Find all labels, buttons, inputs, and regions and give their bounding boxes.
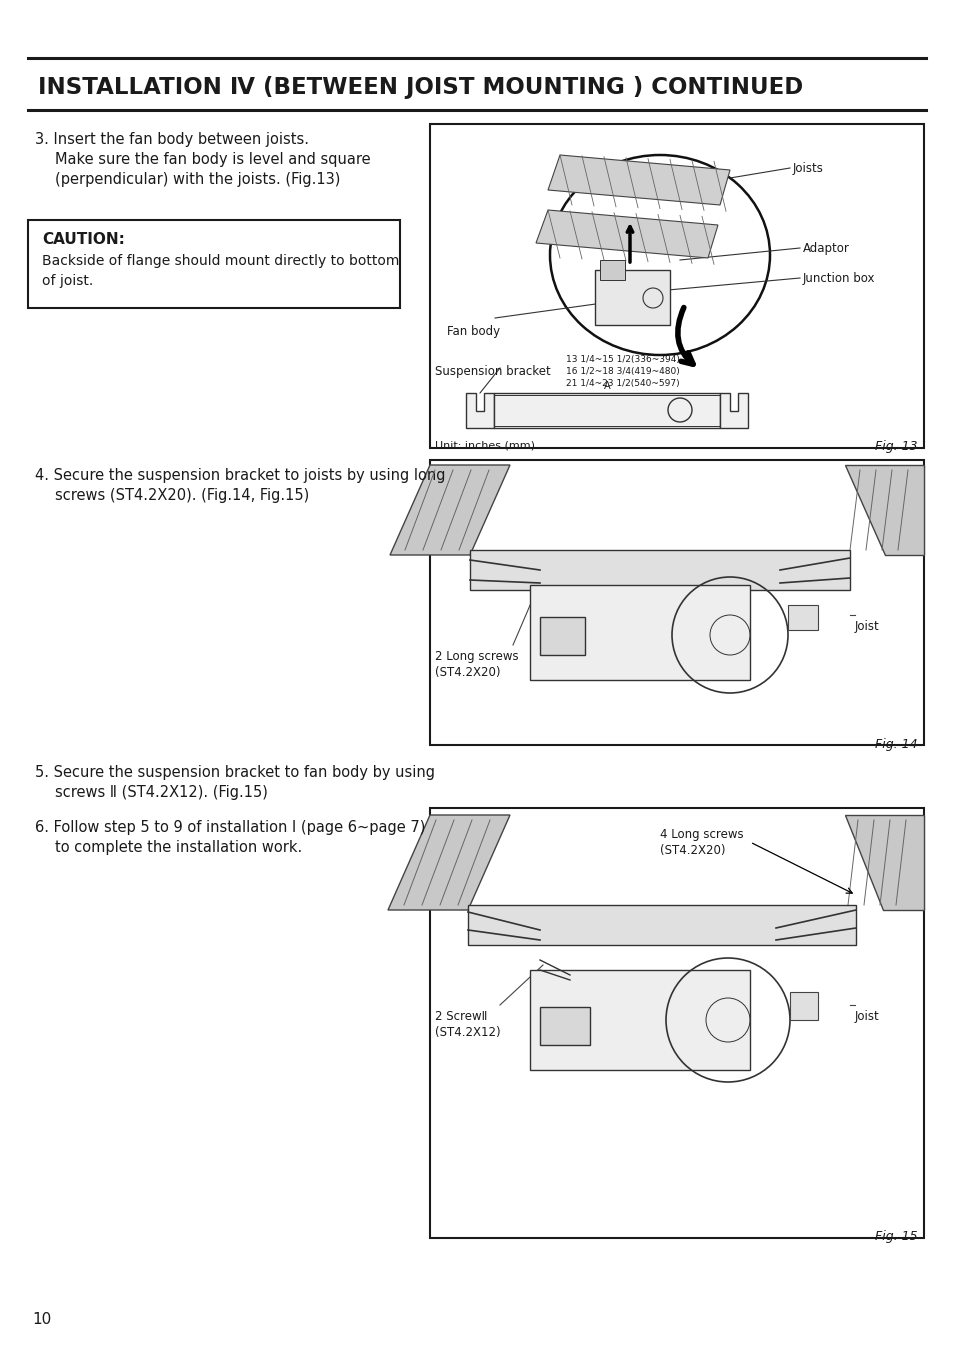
Polygon shape (390, 465, 510, 555)
Polygon shape (536, 210, 718, 257)
Text: Fan body: Fan body (447, 325, 499, 338)
Bar (789, 992, 817, 1020)
Text: A: A (603, 381, 610, 391)
Text: 10: 10 (32, 1312, 51, 1326)
Bar (470, 550, 849, 590)
Text: (ST4.2X20): (ST4.2X20) (659, 844, 724, 857)
Text: to complete the installation work.: to complete the installation work. (55, 840, 302, 855)
Text: Joist: Joist (854, 1010, 879, 1023)
Text: 2 Long screws: 2 Long screws (435, 650, 518, 663)
Text: Suspension bracket: Suspension bracket (435, 365, 550, 377)
Bar (430, 460, 923, 745)
Polygon shape (547, 155, 729, 205)
Text: 13 1/4~15 1/2(336~394): 13 1/4~15 1/2(336~394) (565, 355, 679, 364)
Text: CAUTION:: CAUTION: (42, 232, 125, 247)
Polygon shape (465, 394, 494, 429)
Polygon shape (844, 465, 923, 555)
Text: Fig. 15: Fig. 15 (875, 1229, 917, 1243)
Text: (perpendicular) with the joists. (Fig.13): (perpendicular) with the joists. (Fig.13… (55, 173, 340, 187)
Bar (595, 270, 669, 325)
Bar (787, 605, 817, 630)
Bar (494, 394, 720, 429)
Polygon shape (388, 816, 510, 910)
Text: screws Ⅱ (ST4.2X12). (Fig.15): screws Ⅱ (ST4.2X12). (Fig.15) (55, 785, 268, 799)
Bar (430, 124, 923, 448)
Ellipse shape (550, 155, 769, 355)
Text: (ST4.2X20): (ST4.2X20) (435, 666, 500, 679)
Text: of joist.: of joist. (42, 274, 93, 288)
Bar (539, 1007, 589, 1045)
Text: Joist: Joist (854, 620, 879, 634)
Polygon shape (844, 816, 923, 910)
Bar (530, 971, 749, 1070)
Text: Backside of flange should mount directly to bottom: Backside of flange should mount directly… (42, 253, 399, 268)
Text: Unit: inches (mm): Unit: inches (mm) (435, 439, 535, 450)
Text: 2 ScrewⅡ: 2 ScrewⅡ (435, 1010, 487, 1023)
Text: (ST4.2X12): (ST4.2X12) (435, 1026, 500, 1039)
Polygon shape (720, 394, 747, 429)
Text: INSTALLATION Ⅳ (BETWEEN JOIST MOUNTING ) CONTINUED: INSTALLATION Ⅳ (BETWEEN JOIST MOUNTING )… (38, 75, 802, 98)
Text: Fig. 14: Fig. 14 (875, 737, 917, 751)
Text: Junction box: Junction box (802, 272, 875, 284)
Text: 6. Follow step 5 to 9 of installation Ⅰ (page 6~page 7): 6. Follow step 5 to 9 of installation Ⅰ … (35, 820, 425, 834)
Bar (28, 220, 399, 307)
Text: screws (ST4.2X20). (Fig.14, Fig.15): screws (ST4.2X20). (Fig.14, Fig.15) (55, 488, 309, 503)
Text: Make sure the fan body is level and square: Make sure the fan body is level and squa… (55, 152, 370, 167)
Bar (430, 807, 923, 1237)
Text: Adaptor: Adaptor (802, 243, 849, 255)
Text: 5. Secure the suspension bracket to fan body by using: 5. Secure the suspension bracket to fan … (35, 766, 435, 780)
Bar (539, 617, 584, 655)
Text: 3. Insert the fan body between joists.: 3. Insert the fan body between joists. (35, 132, 309, 147)
Text: Fig. 13: Fig. 13 (875, 439, 917, 453)
Text: Joists: Joists (792, 162, 823, 175)
Text: 4 Long screws: 4 Long screws (659, 828, 742, 841)
Text: 4. Secure the suspension bracket to joists by using long: 4. Secure the suspension bracket to jois… (35, 468, 445, 483)
Bar (530, 585, 749, 679)
Bar (599, 260, 624, 280)
Text: 21 1/4~23 1/2(540~597): 21 1/4~23 1/2(540~597) (565, 379, 679, 388)
Bar (468, 905, 855, 945)
Text: 16 1/2~18 3/4(419~480): 16 1/2~18 3/4(419~480) (565, 367, 679, 376)
